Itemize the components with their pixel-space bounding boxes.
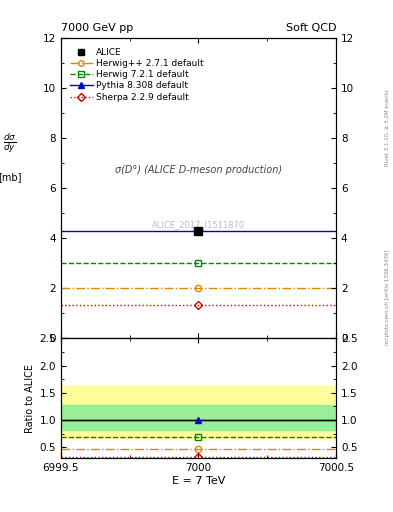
Text: Soft QCD: Soft QCD [286, 23, 336, 33]
Text: mcplots.cern.ch [arXiv:1306.3436]: mcplots.cern.ch [arXiv:1306.3436] [385, 249, 389, 345]
Text: Rivet 3.1.10, ≥ 3.2M events: Rivet 3.1.10, ≥ 3.2M events [385, 90, 389, 166]
Y-axis label: Ratio to ALICE: Ratio to ALICE [25, 364, 35, 433]
Text: σ(D°) (ALICE D-meson production): σ(D°) (ALICE D-meson production) [115, 165, 282, 175]
Bar [61, 406, 336, 430]
Bar [61, 386, 336, 438]
Text: 7000 GeV pp: 7000 GeV pp [61, 23, 133, 33]
Legend: ALICE, Herwig++ 2.7.1 default, Herwig 7.2.1 default, Pythia 8.308 default, Sherp: ALICE, Herwig++ 2.7.1 default, Herwig 7.… [66, 44, 208, 105]
X-axis label: E = 7 TeV: E = 7 TeV [172, 476, 225, 486]
Text: ALICE_2017_I1511870: ALICE_2017_I1511870 [152, 220, 245, 229]
Text: $\frac{d\sigma}{dy}$: $\frac{d\sigma}{dy}$ [3, 132, 17, 155]
Text: [mb]: [mb] [0, 172, 22, 182]
